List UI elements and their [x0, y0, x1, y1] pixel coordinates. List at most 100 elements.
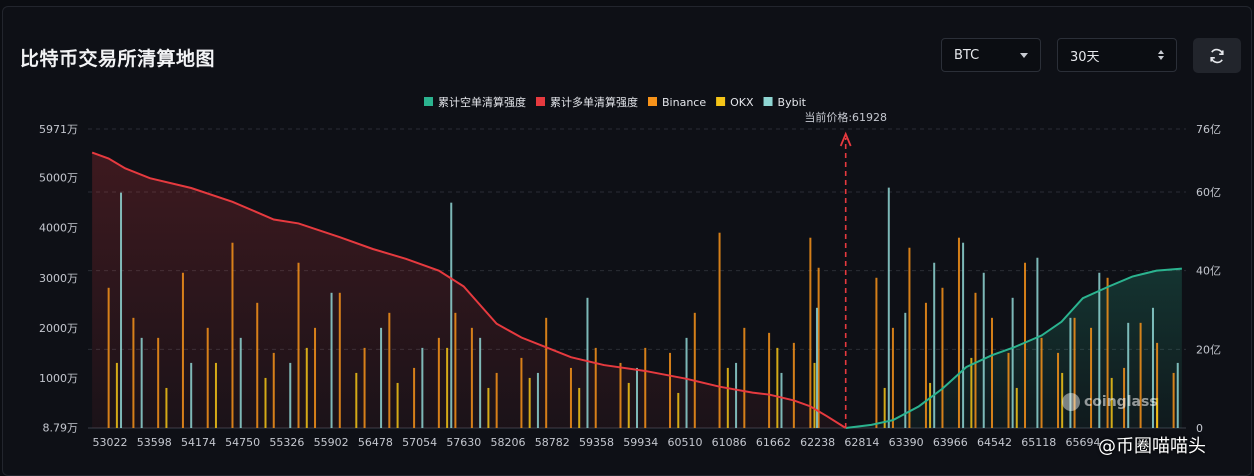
- binance-bar: [644, 347, 647, 428]
- short-cum-line: [845, 267, 1182, 429]
- okx-bar: [776, 347, 779, 428]
- x-tick-label: 54750: [225, 436, 260, 449]
- binance-bar: [669, 352, 672, 428]
- watermark-text: coinglass: [1084, 394, 1158, 410]
- okx-bar: [883, 387, 886, 428]
- bybit-bar: [962, 242, 965, 428]
- x-tick-label: 62814: [844, 436, 879, 449]
- okx-bar: [305, 347, 308, 428]
- y-right-tick-label: 0: [1196, 422, 1203, 435]
- legend-entry: 累计多单清算强度: [550, 95, 638, 109]
- bybit-bar: [239, 337, 242, 428]
- legend-entry: Bybit: [778, 96, 807, 109]
- current-price-label: 当前价格:61928: [804, 110, 887, 124]
- x-tick-label: 62238: [800, 436, 835, 449]
- binance-bar: [520, 357, 523, 428]
- long-cum-line: [91, 151, 847, 429]
- y-right-tick-label: 76亿: [1196, 123, 1221, 136]
- binance-bar: [792, 342, 795, 428]
- binance-bar: [693, 312, 696, 428]
- bybit-bar: [421, 347, 424, 428]
- x-tick-label: 65694: [1066, 436, 1101, 449]
- bybit-bar: [140, 337, 143, 428]
- binance-bar: [1139, 322, 1142, 428]
- binance-bar: [1073, 317, 1076, 428]
- okx-bar: [487, 387, 490, 428]
- x-tick-label: 53598: [137, 436, 172, 449]
- x-tick-label: 65118: [1021, 436, 1056, 449]
- x-tick-label: 55902: [314, 436, 349, 449]
- okx-bar: [970, 357, 973, 428]
- binance-bar: [743, 327, 746, 428]
- chevron-down-icon: [1020, 52, 1028, 58]
- x-tick-label: 63390: [889, 436, 924, 449]
- okx-bar: [1015, 387, 1018, 428]
- x-tick-label: 53022: [93, 436, 128, 449]
- binance-bar: [619, 362, 622, 428]
- binance-bar: [908, 247, 911, 428]
- coin-select-value: BTC: [954, 47, 980, 63]
- bybit-bar: [479, 337, 482, 428]
- coinglass-logo-icon: [1062, 393, 1080, 411]
- bybit-bar: [1069, 317, 1072, 428]
- binance-bar: [338, 292, 341, 428]
- okx-bar: [264, 377, 267, 428]
- okx-bar: [355, 372, 358, 428]
- okx-bar: [396, 382, 399, 428]
- binance-bar: [718, 232, 721, 428]
- bybit-bar: [1151, 307, 1154, 428]
- binance-bar: [1106, 277, 1109, 428]
- legend-swatch: [424, 97, 433, 106]
- bybit-bar: [330, 292, 333, 428]
- coin-select[interactable]: BTC: [941, 38, 1041, 72]
- binance-bar: [569, 367, 572, 428]
- page-title: 比特币交易所清算地图: [20, 48, 216, 70]
- binance-bar: [1040, 337, 1043, 428]
- legend-entry: 累计空单清算强度: [438, 95, 526, 109]
- binance-bar: [768, 332, 771, 428]
- okx-bar: [813, 362, 816, 428]
- binance-bar: [107, 287, 110, 428]
- x-tick-label: 55326: [269, 436, 304, 449]
- y-right-tick-label: 60亿: [1196, 186, 1221, 199]
- binance-bar: [1156, 342, 1159, 428]
- x-tick-label: 63966: [933, 436, 968, 449]
- binance-bar: [157, 337, 160, 428]
- binance-bar: [891, 327, 894, 428]
- okx-bar: [929, 382, 932, 428]
- bybit-bar: [536, 372, 539, 428]
- x-tick-label: 59934: [623, 436, 658, 449]
- binance-bar: [941, 287, 944, 428]
- x-tick-label: 57630: [446, 436, 481, 449]
- y-left-tick-label: 8.79万: [43, 422, 79, 435]
- binance-bar: [1172, 372, 1175, 428]
- binance-bar: [594, 347, 597, 428]
- bybit-bar: [380, 327, 383, 428]
- binance-bar: [181, 272, 184, 428]
- legend-entry: OKX: [730, 96, 754, 109]
- bybit-bar: [289, 362, 292, 428]
- y-left-tick-label: 1000万: [39, 372, 78, 385]
- binance-bar: [454, 312, 457, 428]
- x-tick-label: 60510: [667, 436, 702, 449]
- bybit-bar: [735, 362, 738, 428]
- binance-bar: [809, 237, 812, 428]
- y-right-tick-label: 40亿: [1196, 265, 1221, 278]
- bybit-bar: [1127, 322, 1130, 428]
- y-left-tick-label: 3000万: [39, 272, 78, 285]
- binance-bar: [1123, 367, 1126, 428]
- binance-bar: [1007, 352, 1010, 428]
- okx-bar: [1110, 377, 1113, 428]
- range-select[interactable]: 30天: [1057, 38, 1177, 72]
- binance-bar: [545, 317, 548, 428]
- refresh-button[interactable]: [1193, 38, 1241, 73]
- binance-bar: [132, 317, 135, 428]
- okx-bar: [528, 377, 531, 428]
- okx-bar: [677, 392, 680, 428]
- binance-bar: [1090, 327, 1093, 428]
- bybit-bar: [450, 202, 453, 428]
- binance-bar: [256, 302, 259, 428]
- bybit-bar: [933, 262, 936, 428]
- long-cum-area: [92, 152, 846, 428]
- binance-bar: [924, 302, 927, 428]
